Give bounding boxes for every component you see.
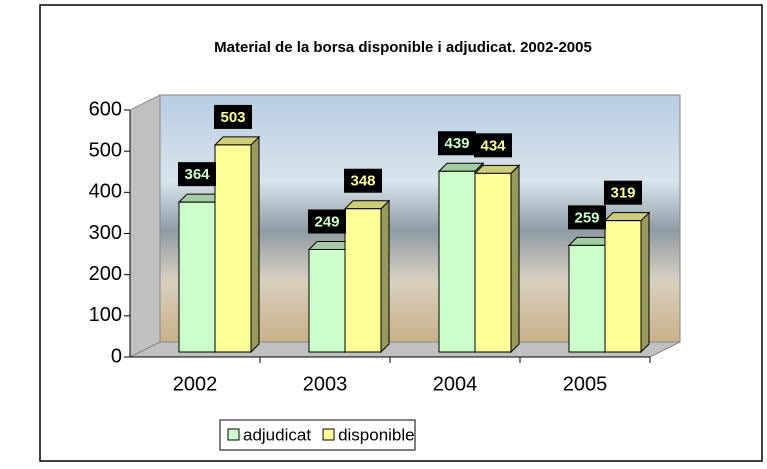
bar-top [215, 137, 259, 145]
bar-top [605, 213, 649, 221]
x-tick-label: 2004 [433, 373, 478, 395]
data-label: 249 [314, 213, 339, 230]
data-label: 319 [610, 185, 635, 202]
y-tick-label: 0 [111, 345, 122, 367]
data-label: 348 [350, 173, 375, 190]
bar-front [179, 202, 215, 352]
chart-title: Material de la borsa disponible i adjudi… [214, 39, 592, 56]
bar-front [309, 249, 345, 352]
bar [215, 137, 259, 352]
bar-side [251, 137, 259, 352]
y-tick-label: 600 [89, 98, 122, 120]
data-label: 364 [184, 166, 210, 183]
bar-side [511, 165, 519, 352]
bar-side [381, 201, 389, 352]
x-tick-label: 2002 [173, 373, 218, 395]
data-label: 434 [480, 137, 506, 154]
bar-top [475, 165, 519, 173]
legend-swatch [228, 429, 239, 440]
y-tick-label: 200 [89, 263, 122, 285]
bar-side [641, 213, 649, 352]
bar [475, 165, 519, 352]
bar-front [605, 221, 641, 352]
x-tick-label: 2005 [563, 373, 608, 395]
legend-label: adjudicat [243, 425, 311, 444]
bar-front [569, 245, 605, 352]
left-wall [130, 95, 160, 357]
y-tick-label: 400 [89, 181, 122, 203]
bar-front [215, 145, 251, 352]
bar [605, 213, 649, 352]
bar [345, 201, 389, 352]
bar-top [345, 201, 389, 209]
bar-front [439, 171, 475, 352]
data-label: 439 [444, 135, 469, 152]
y-tick-label: 300 [89, 222, 122, 244]
bar-front [475, 173, 511, 352]
bar-top [439, 163, 483, 171]
x-tick-label: 2003 [303, 373, 348, 395]
legend-swatch [323, 429, 334, 440]
y-tick-label: 100 [89, 304, 122, 326]
legend: adjudicat disponible [220, 420, 415, 450]
bar-front [345, 209, 381, 352]
legend-label: disponible [338, 425, 415, 444]
data-label: 259 [574, 209, 599, 226]
chart: Material de la borsa disponible i adjudi… [0, 0, 767, 464]
data-label: 503 [220, 109, 245, 126]
y-tick-label: 500 [89, 139, 122, 161]
